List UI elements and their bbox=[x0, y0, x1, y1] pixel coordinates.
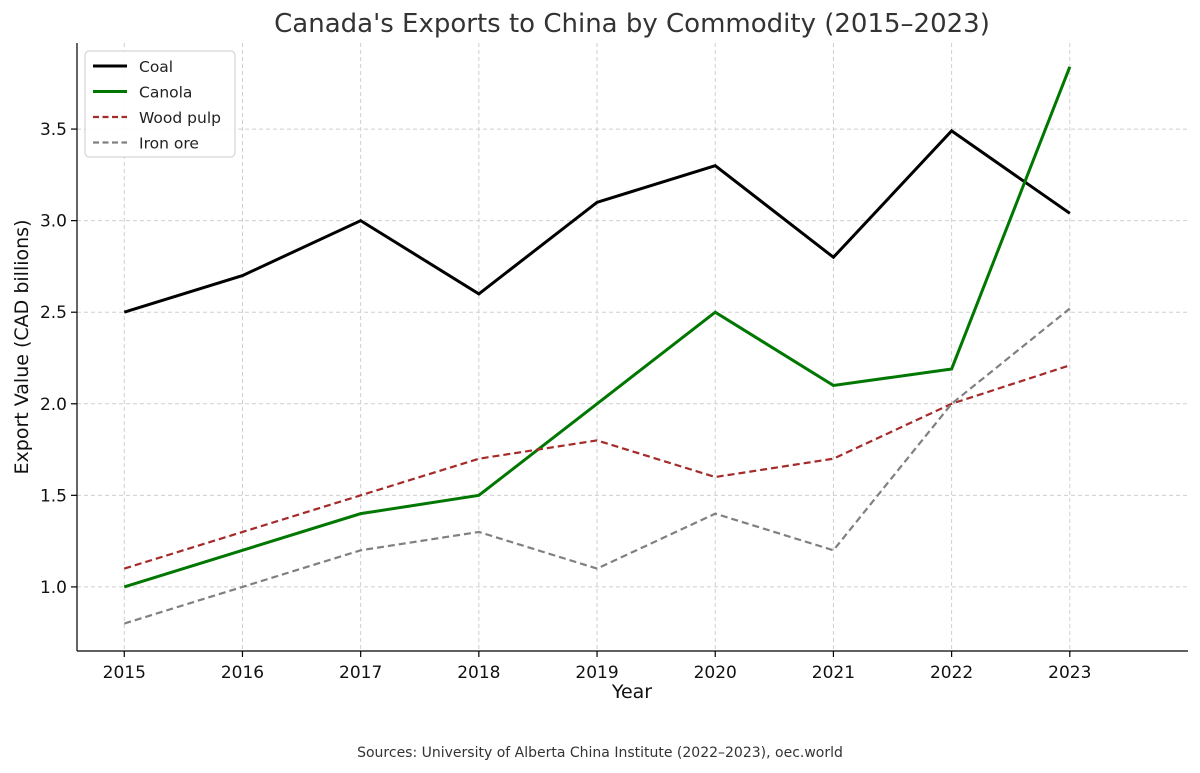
y-axis-label: Export Value (CAD billions) bbox=[11, 220, 33, 475]
legend-label: Iron ore bbox=[139, 135, 199, 153]
y-axis-ticks: 1.0 1.5 2.0 2.5 3.0 3.5 bbox=[40, 120, 77, 598]
legend-label: Coal bbox=[139, 58, 173, 76]
y-tick-label: 2.5 bbox=[40, 303, 67, 323]
x-tick-label: 2022 bbox=[930, 663, 973, 683]
y-tick-label: 1.5 bbox=[40, 486, 67, 506]
x-tick-label: 2020 bbox=[694, 663, 737, 683]
series-line-iron-ore bbox=[123, 307, 1071, 625]
x-tick-label: 2023 bbox=[1048, 663, 1091, 683]
x-tick-label: 2021 bbox=[812, 663, 855, 683]
y-tick-label: 2.0 bbox=[40, 395, 67, 415]
series-line-canola bbox=[123, 66, 1072, 589]
grid bbox=[77, 43, 1188, 651]
legend: Coal Canola Wood pulp Iron ore bbox=[84, 50, 236, 158]
source-note: Sources: University of Alberta China Ins… bbox=[357, 745, 843, 761]
y-tick-label: 3.5 bbox=[40, 120, 67, 140]
series-line-coal bbox=[123, 128, 1071, 314]
axes bbox=[76, 43, 1188, 652]
y-tick-label: 1.0 bbox=[40, 578, 67, 598]
series-lines bbox=[123, 66, 1072, 625]
x-axis-label: Year bbox=[611, 681, 652, 703]
x-tick-label: 2018 bbox=[457, 663, 500, 683]
x-axis-ticks: 2015 2016 2017 2018 2019 2020 2021 2022 2023 bbox=[103, 651, 1091, 683]
y-tick-label: 3.0 bbox=[40, 212, 67, 232]
legend-box bbox=[84, 50, 236, 158]
legend-label: Wood pulp bbox=[139, 109, 221, 127]
chart-title: Canada's Exports to China by Commodity (… bbox=[274, 9, 990, 39]
series-line-wood-pulp bbox=[123, 364, 1071, 570]
x-tick-label: 2015 bbox=[103, 663, 146, 683]
x-tick-label: 2016 bbox=[221, 663, 264, 683]
legend-label: Canola bbox=[139, 84, 192, 102]
x-tick-label: 2017 bbox=[339, 663, 382, 683]
x-tick-label: 2019 bbox=[575, 663, 618, 683]
